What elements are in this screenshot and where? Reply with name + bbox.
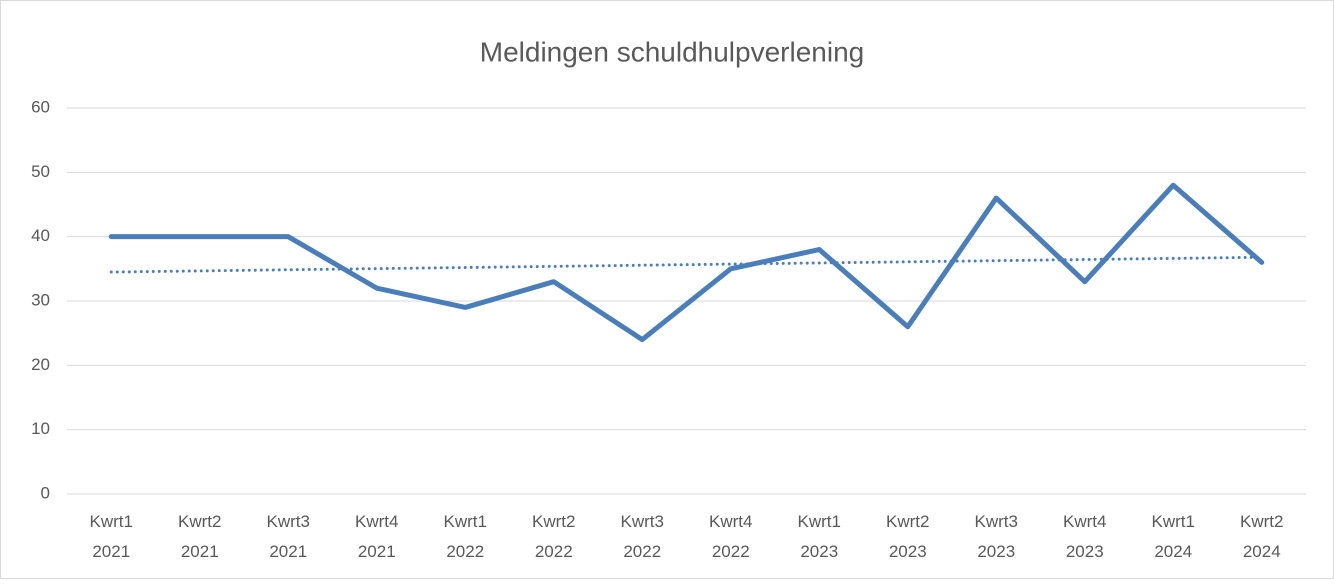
x-tick-label: Kwrt3 2023	[975, 512, 1018, 561]
x-tick-label: Kwrt1 2023	[798, 512, 841, 561]
x-tick-label: Kwrt2 2023	[886, 512, 929, 561]
x-tick-label: Kwrt3 2021	[267, 512, 310, 561]
y-tick-label: 50	[31, 162, 50, 181]
x-tick-label: Kwrt4 2021	[355, 512, 398, 561]
x-tick-label: Kwrt2 2024	[1240, 512, 1283, 561]
x-tick-label: Kwrt1 2024	[1152, 512, 1195, 561]
data-line	[108, 182, 1265, 343]
x-tick-label: Kwrt3 2022	[621, 512, 664, 561]
x-tick-label: Kwrt4 2022	[709, 512, 752, 561]
x-tick-label: Kwrt1 2022	[444, 512, 487, 561]
y-tick-label: 60	[31, 97, 50, 116]
x-tick-label: Kwrt2 2021	[178, 512, 221, 561]
y-tick-label: 0	[41, 483, 50, 502]
y-tick-label: 10	[31, 419, 50, 438]
y-tick-label: 20	[31, 355, 50, 374]
trendline	[109, 255, 1264, 274]
x-tick-label: Kwrt4 2023	[1063, 512, 1106, 561]
x-tick-label: Kwrt2 2022	[532, 512, 575, 561]
chart-title: Meldingen schuldhulpverlening	[480, 36, 864, 67]
x-tick-label: Kwrt1 2021	[90, 512, 133, 561]
y-tick-label: 30	[31, 290, 50, 309]
y-tick-label: 40	[31, 226, 50, 245]
